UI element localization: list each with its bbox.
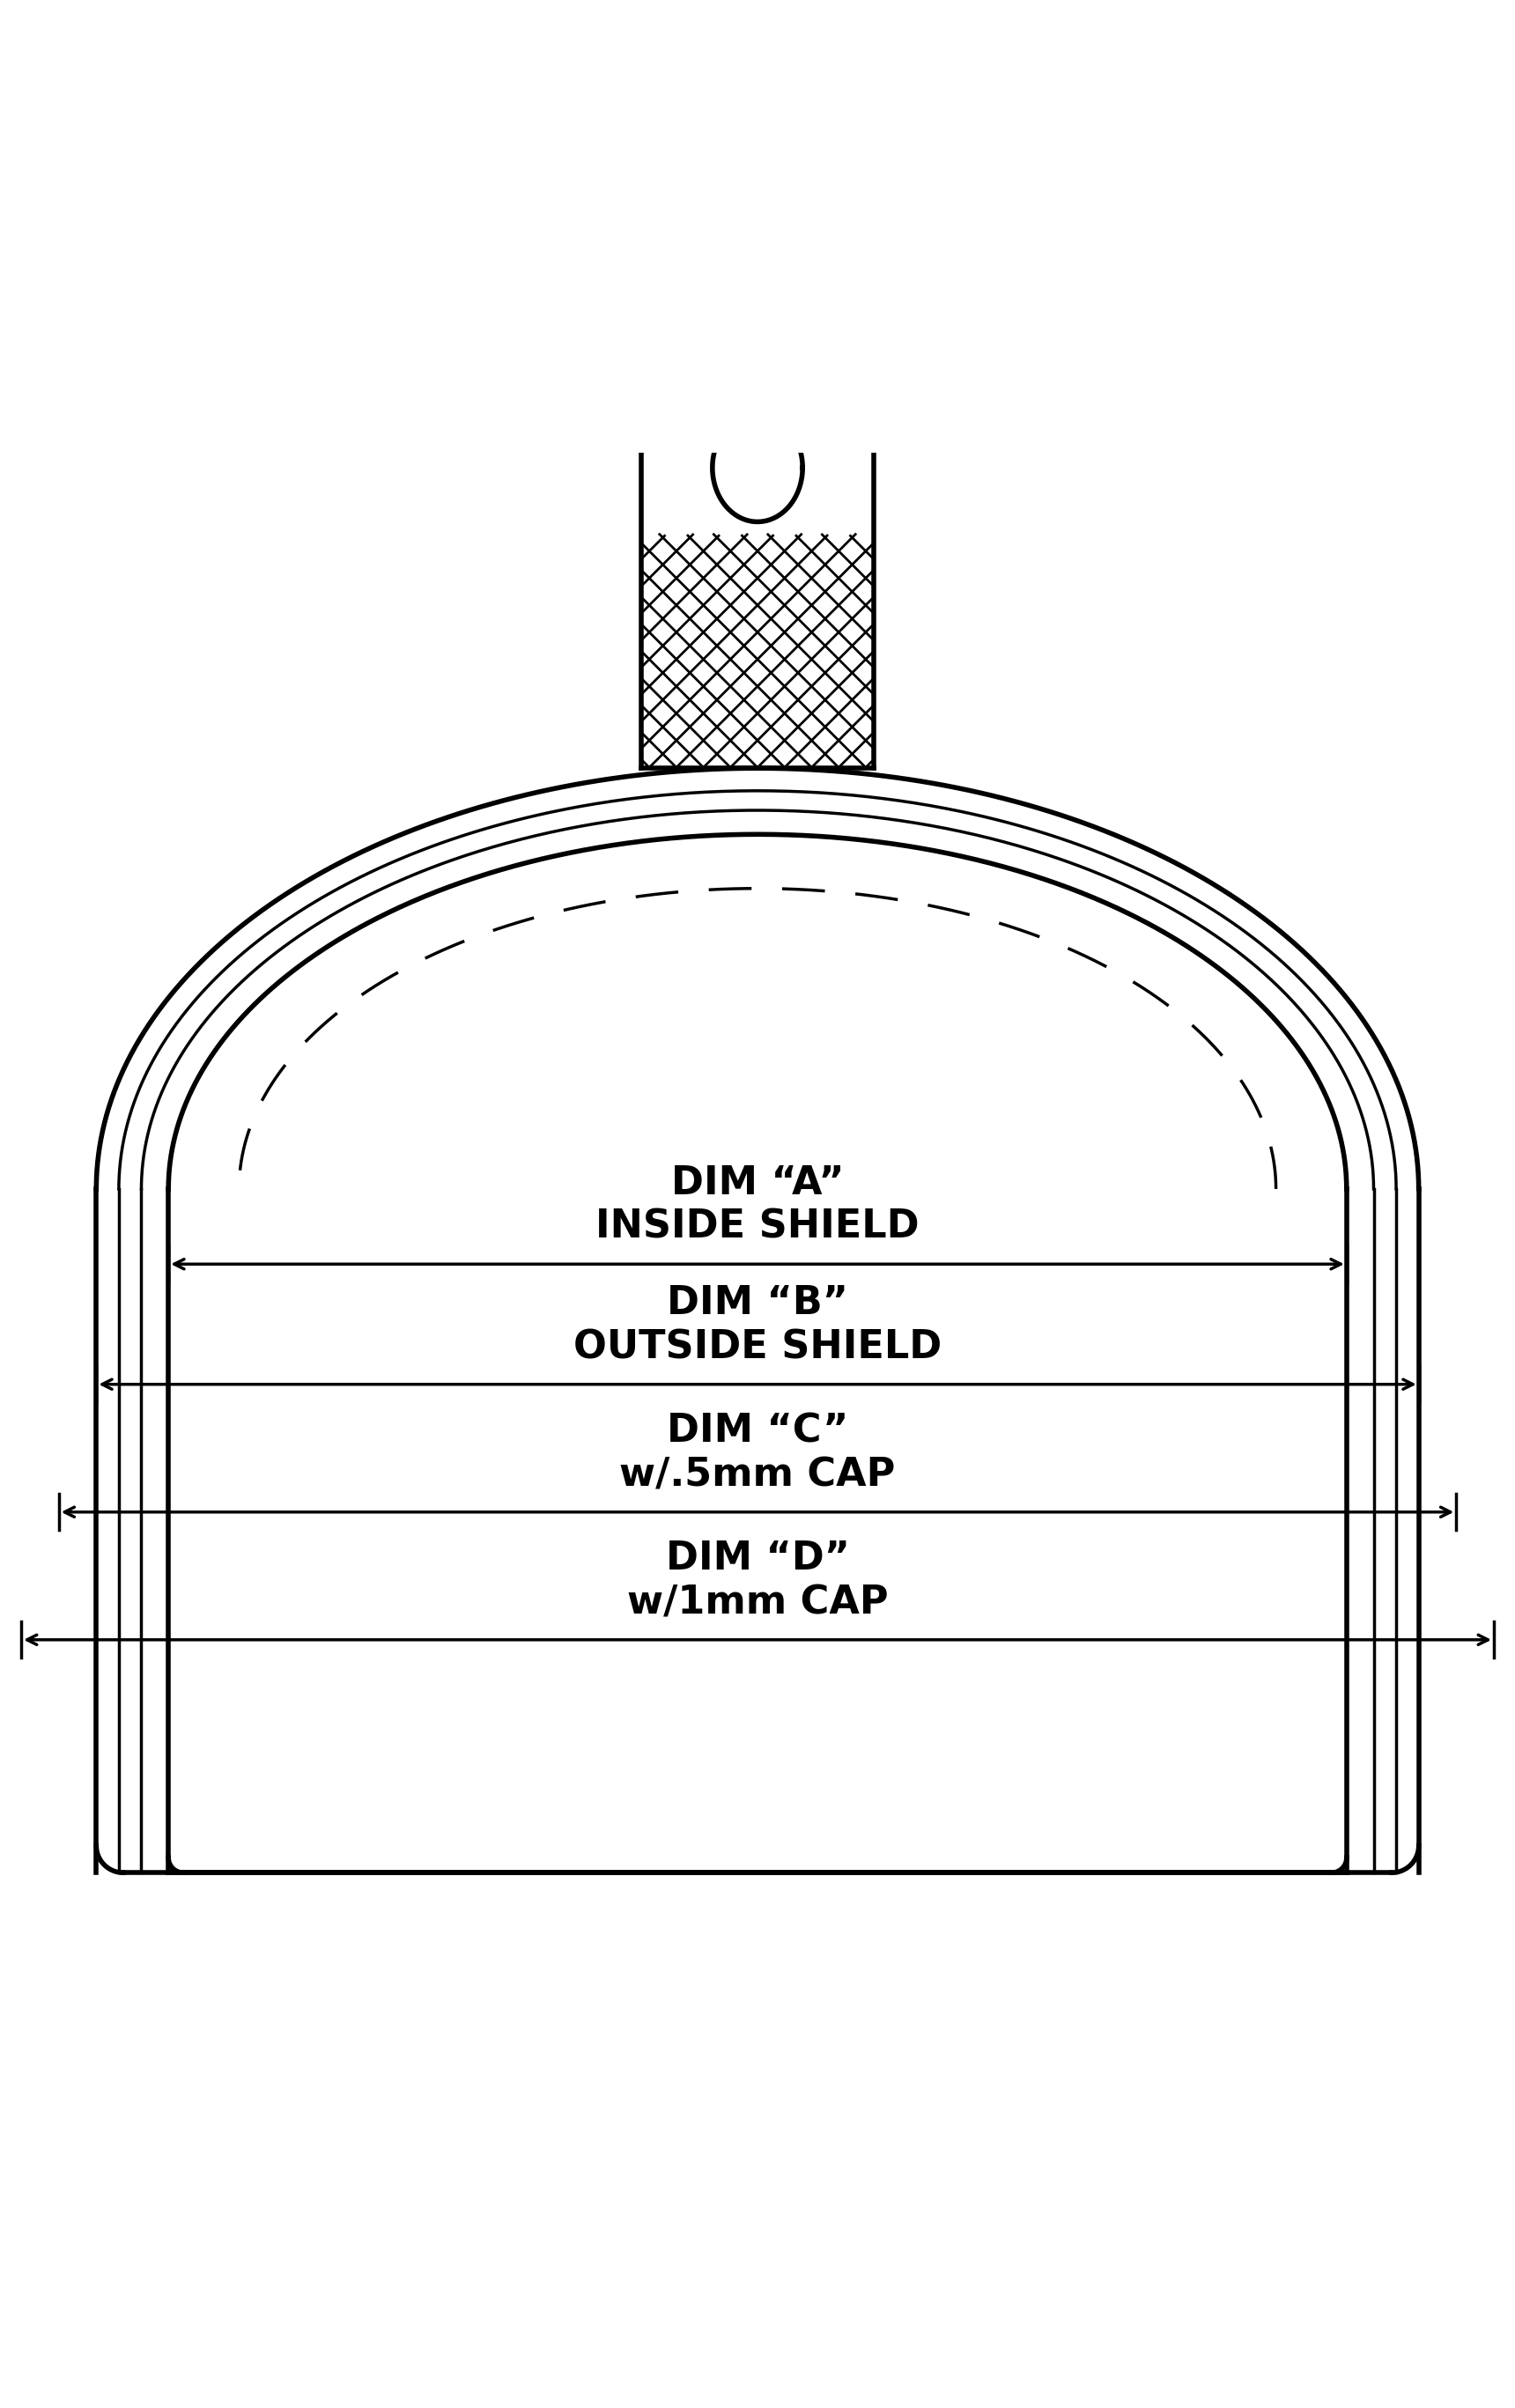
Text: DIM “A”
INSIDE SHIELD: DIM “A” INSIDE SHIELD	[595, 1165, 920, 1245]
Text: DIM “B”
OUTSIDE SHIELD: DIM “B” OUTSIDE SHIELD	[573, 1283, 942, 1365]
Text: DIM “C”
w/.5mm CAP: DIM “C” w/.5mm CAP	[620, 1411, 895, 1493]
Text: DIM “D”
w/1mm CAP: DIM “D” w/1mm CAP	[627, 1541, 888, 1621]
